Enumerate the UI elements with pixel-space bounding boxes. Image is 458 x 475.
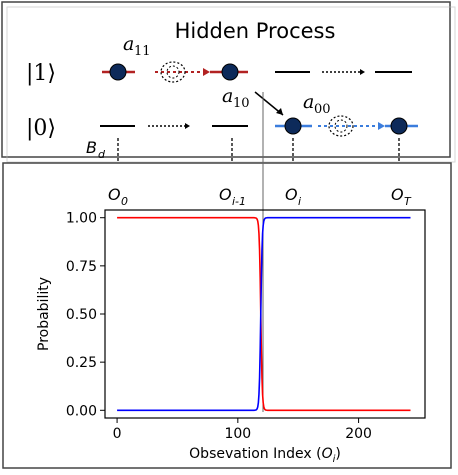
y-tick-label: 0.25 xyxy=(66,355,97,371)
label-a10: a 10 xyxy=(222,85,250,111)
svg-text:i: i xyxy=(298,195,301,208)
y-axis-label: Probability xyxy=(36,277,52,351)
svg-text:00: 00 xyxy=(314,102,331,117)
svg-text:a: a xyxy=(303,91,314,113)
label-bd: B d xyxy=(86,138,106,161)
observation-label-i-1: O i-1 xyxy=(219,185,246,208)
svg-text:i-1: i-1 xyxy=(232,195,246,208)
panel-title: Hidden Process xyxy=(175,19,336,43)
svg-text:O: O xyxy=(219,185,232,204)
observation-label-i: O i xyxy=(285,185,301,208)
label-a11: a 11 xyxy=(123,33,151,59)
x-tick-label: 100 xyxy=(224,426,251,442)
svg-text:O: O xyxy=(285,185,298,204)
state1-node-1 xyxy=(109,63,127,81)
y-tick-label: 0.00 xyxy=(66,403,97,419)
svg-text:11: 11 xyxy=(134,44,151,59)
state-0-label: |0⟩ xyxy=(26,116,56,141)
x-tick-label: 200 xyxy=(345,426,372,442)
svg-text:B: B xyxy=(86,138,97,157)
x-tick-label: 0 xyxy=(113,426,122,442)
x-axis-label: Obsevation Index (Oi) xyxy=(189,446,341,465)
state-1-label: |1⟩ xyxy=(26,61,56,86)
observation-label-0: O 0 xyxy=(108,185,128,208)
state1-node-2 xyxy=(221,63,239,81)
series-line-0 xyxy=(117,216,411,412)
svg-text:d: d xyxy=(98,148,106,161)
svg-text:O: O xyxy=(108,185,121,204)
svg-text:a: a xyxy=(222,85,233,107)
svg-text:0: 0 xyxy=(121,195,128,208)
self-loop-a00 xyxy=(328,115,354,137)
svg-text:10: 10 xyxy=(233,96,250,111)
svg-text:T: T xyxy=(404,195,412,208)
chart-panel xyxy=(2,162,452,469)
y-tick-label: 0.75 xyxy=(66,259,97,275)
self-loop-a11 xyxy=(160,61,186,83)
probability-chart: 0 100 200 0.00 0.25 0.50 0.75 1.00 Probability Ob… xyxy=(36,209,426,465)
state0-node-2 xyxy=(390,117,408,135)
y-tick-label: 1.00 xyxy=(66,211,97,227)
series-line-1 xyxy=(117,216,411,412)
svg-text:a: a xyxy=(123,33,134,55)
state1-arrowhead xyxy=(203,68,210,76)
svg-text:O: O xyxy=(391,185,404,204)
observation-label-t: O T xyxy=(391,185,412,208)
state0-node-1 xyxy=(284,117,302,135)
y-tick-label: 0.50 xyxy=(66,307,97,323)
hidden-process-panel: Hidden Process |1⟩ |0⟩ a 11 a 10 a 00 xyxy=(1,1,456,163)
label-a00: a 00 xyxy=(303,91,331,117)
